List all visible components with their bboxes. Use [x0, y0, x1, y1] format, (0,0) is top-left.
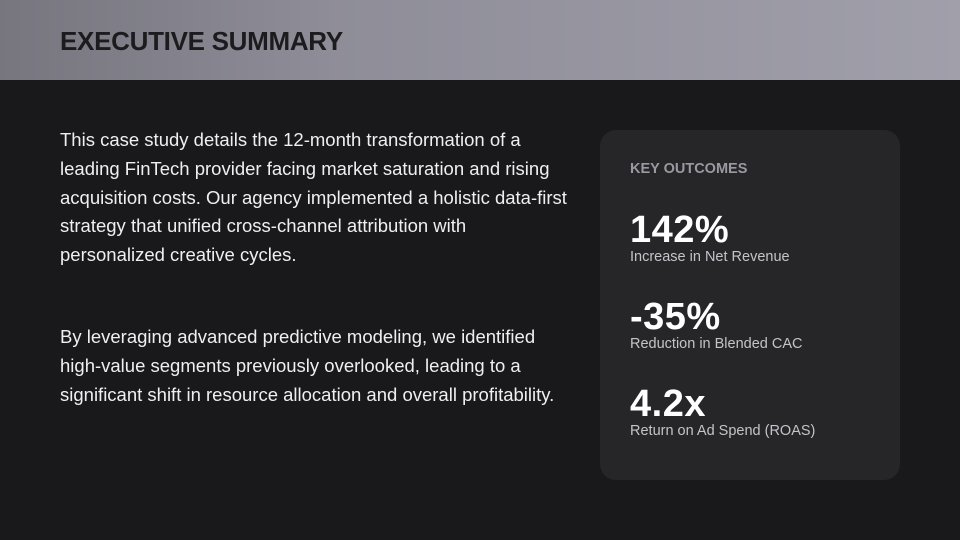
metric-label: Reduction in Blended CAC: [630, 336, 803, 352]
page-title: EXECUTIVE SUMMARY: [60, 26, 343, 56]
metric-blended-cac: -35% Reduction in Blended CAC: [630, 297, 803, 353]
metric-net-revenue: 142% Increase in Net Revenue: [630, 210, 790, 266]
header-bar: EXECUTIVE SUMMARY: [0, 0, 960, 80]
metric-label: Increase in Net Revenue: [630, 249, 790, 265]
metric-value: 142%: [630, 209, 730, 251]
key-outcomes-card: KEY OUTCOMES 142% Increase in Net Revenu…: [600, 130, 900, 480]
metric-value: -35%: [630, 296, 721, 338]
key-outcomes-title: KEY OUTCOMES: [630, 161, 748, 177]
metric-roas: 4.2x Return on Ad Spend (ROAS): [630, 384, 815, 440]
metric-label: Return on Ad Spend (ROAS): [630, 423, 816, 439]
summary-paragraph-2: By leveraging advanced predictive modeli…: [60, 326, 555, 405]
summary-paragraph-1: This case study details the 12-month tra…: [60, 129, 567, 266]
metric-value: 4.2x: [630, 383, 706, 425]
